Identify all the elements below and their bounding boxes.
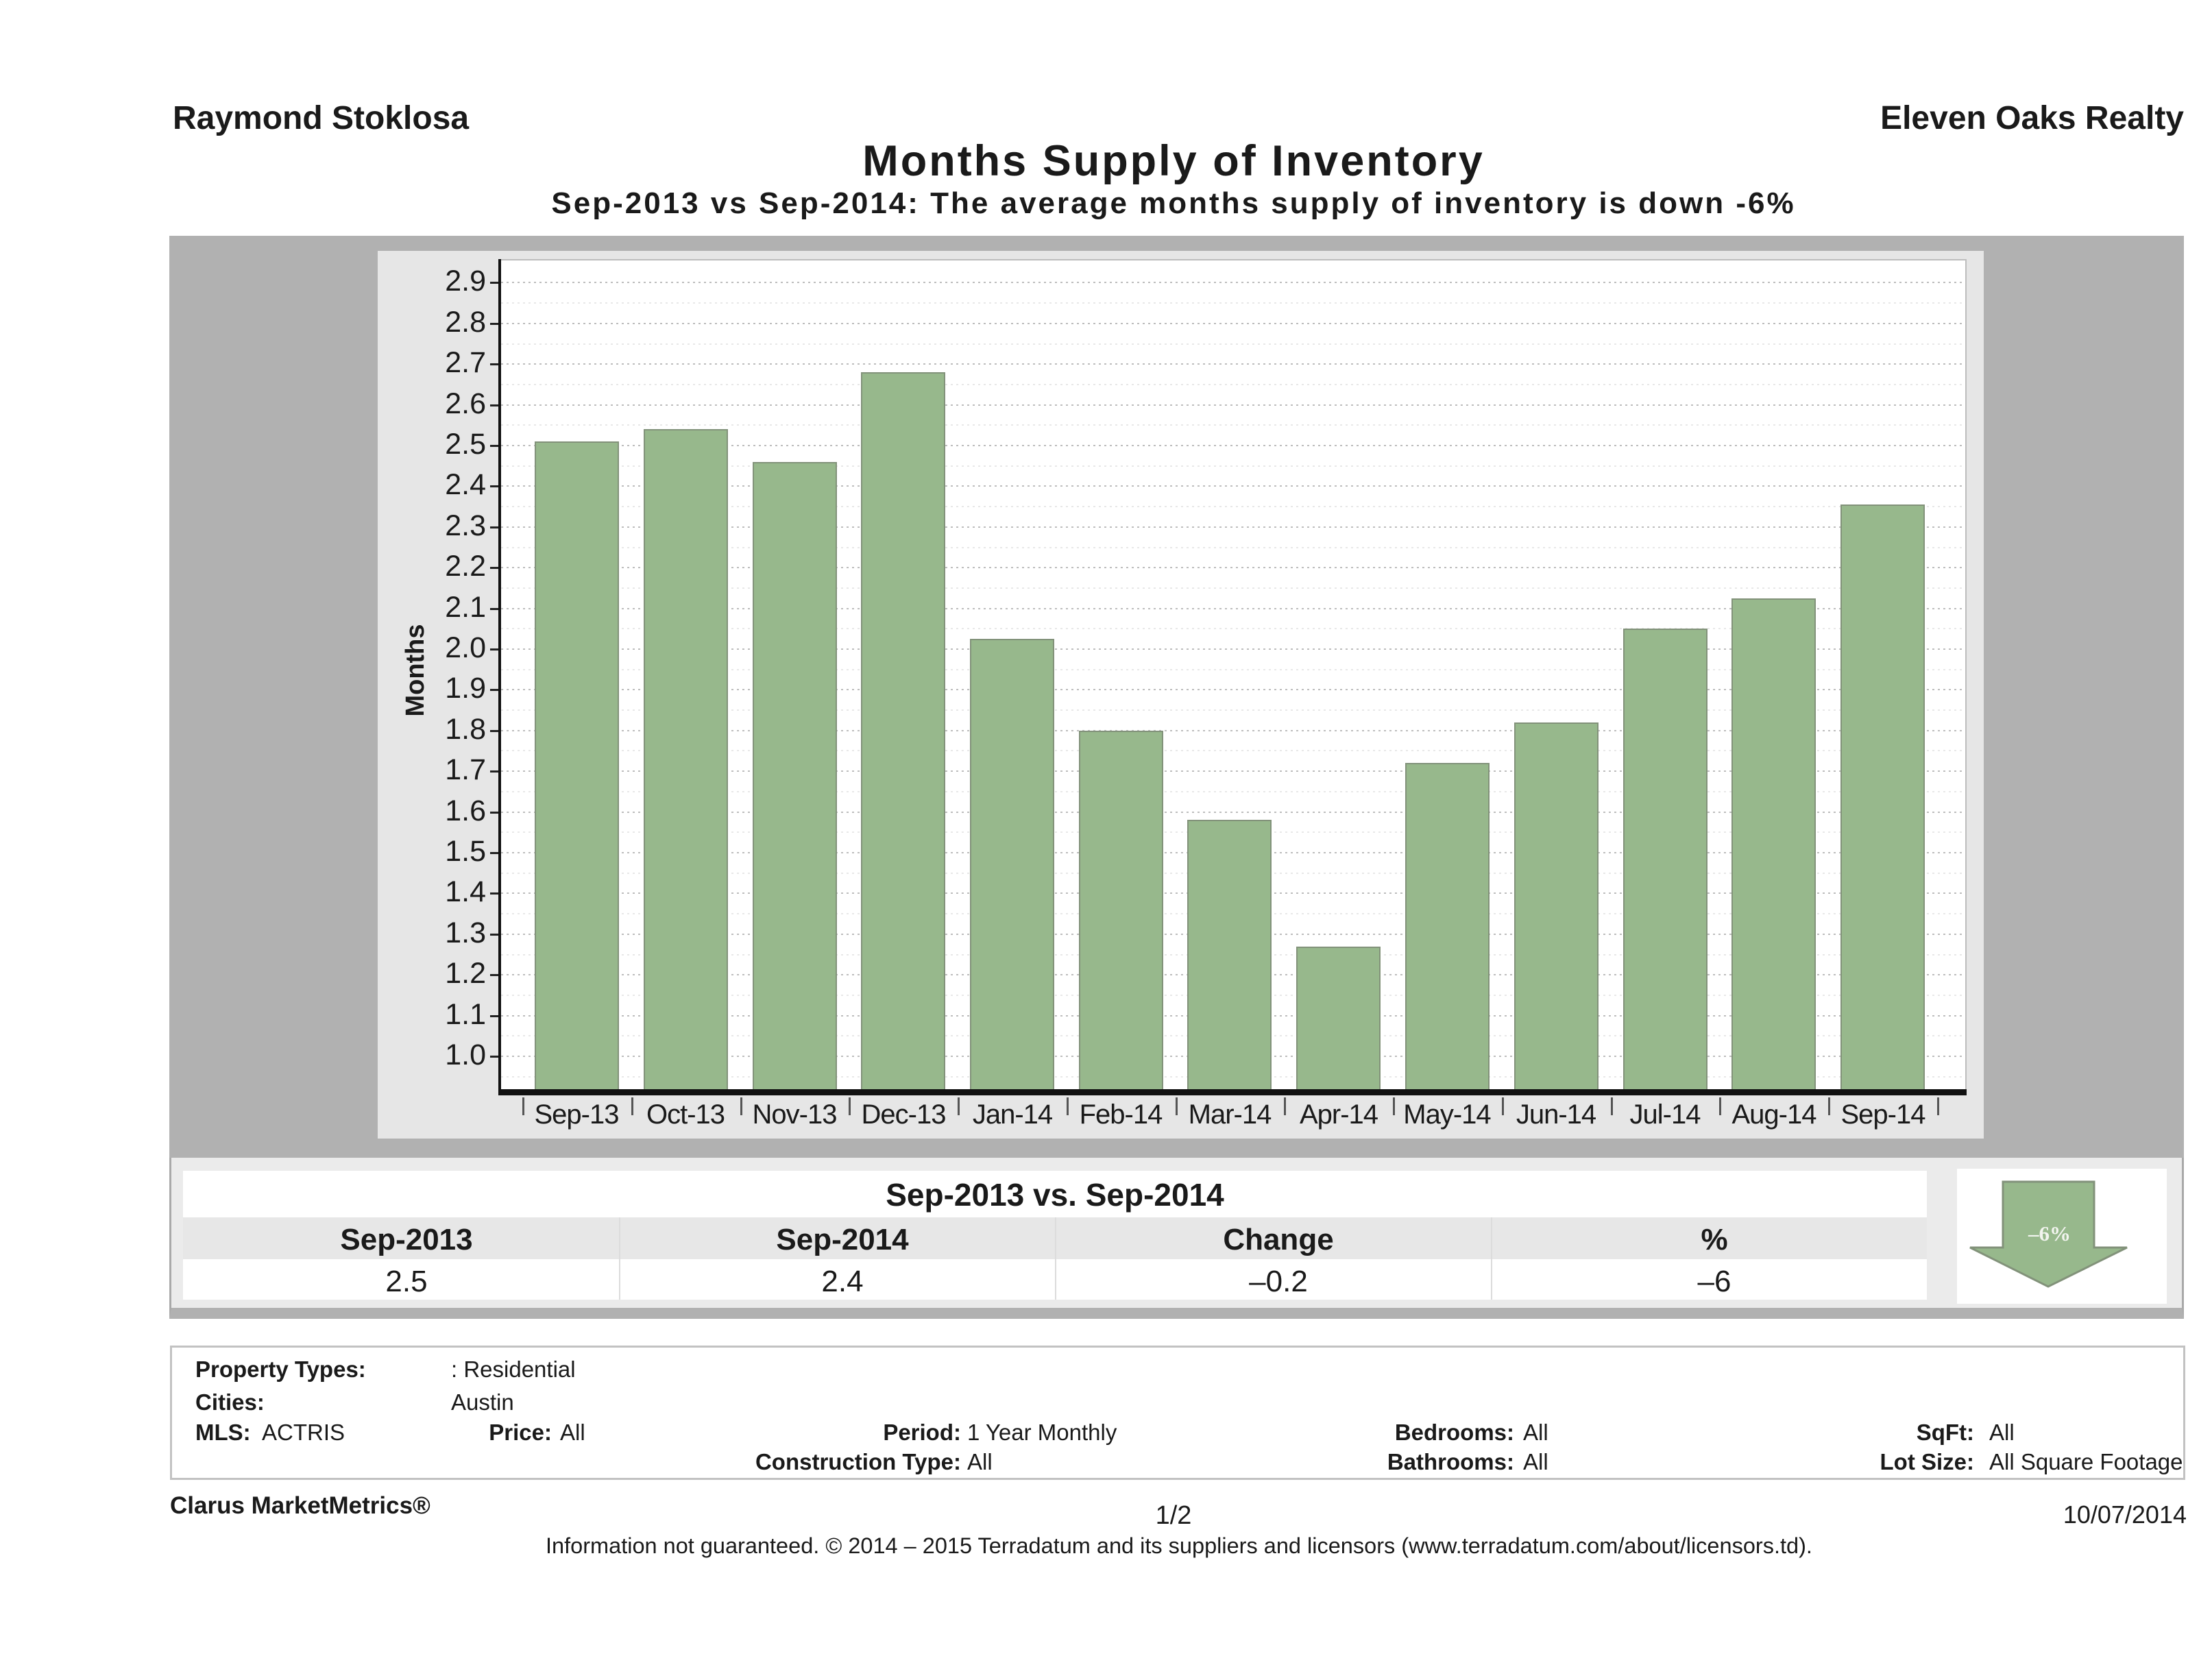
svg-text:–6%: –6% xyxy=(2028,1221,2071,1245)
